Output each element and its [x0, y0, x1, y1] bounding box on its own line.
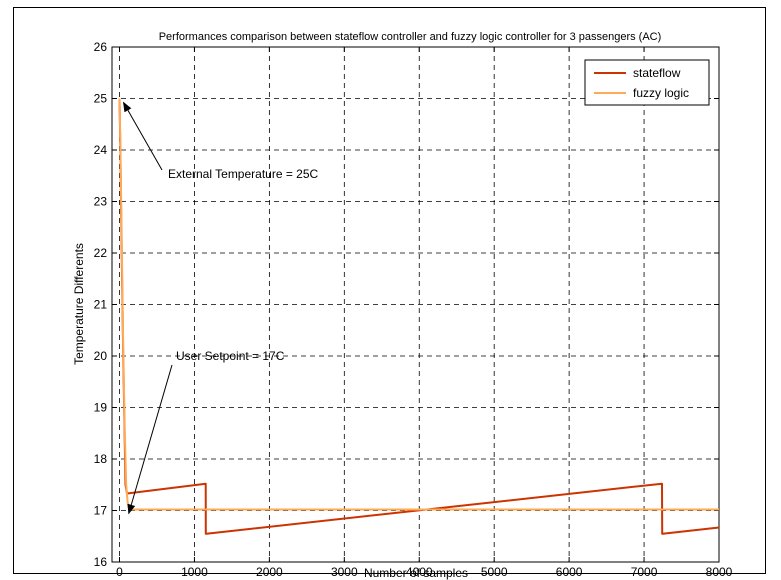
y-tick-label: 18: [94, 452, 108, 466]
axis-ticks: 0 1000 2000 3000 4000 5000 6000 7000 8000 16 17 18 1…: [94, 40, 733, 579]
series-layer: [118, 98, 720, 535]
x-tick-label: 4000: [406, 565, 433, 579]
x-tick-label: 5000: [481, 565, 508, 579]
y-tick-label: 22: [94, 246, 108, 260]
legend-label-stateflow: stateflow: [633, 66, 681, 80]
y-tick-label: 26: [94, 40, 108, 54]
annotation-label: External Temperature = 25C: [168, 167, 319, 181]
annotation-arrow: [127, 364, 173, 515]
y-tick-label: 24: [94, 143, 108, 157]
y-tick-label: 17: [94, 504, 108, 518]
y-tick-label: 25: [94, 92, 108, 106]
annotation-arrow: [122, 101, 163, 171]
x-axis-label: Number of samples: [364, 566, 468, 580]
chart-title: Performances comparison between stateflo…: [159, 31, 662, 43]
x-tick-label: 3000: [331, 565, 358, 579]
x-tick-label: 8000: [706, 565, 733, 579]
y-tick-label: 21: [94, 298, 108, 312]
x-tick-label: 6000: [556, 565, 583, 579]
annotation-label: User Setpoint = 17C: [176, 349, 285, 363]
y-tick-label: 20: [94, 349, 108, 363]
annotations: External Temperature = 25C User Setpoint …: [122, 101, 319, 515]
legend-box: [584, 59, 710, 106]
y-tick-label: 16: [94, 555, 108, 569]
legend: stateflow fuzzy logic: [584, 59, 710, 106]
series-line-stateflow: [118, 98, 720, 535]
y-tick-label: 19: [94, 401, 108, 415]
y-tick-label: 23: [94, 195, 108, 209]
x-tick-label: 1000: [181, 565, 208, 579]
x-tick-label: 0: [116, 565, 123, 579]
x-tick-label: 7000: [631, 565, 658, 579]
y-axis-label: Temperature Differents: [72, 243, 86, 365]
x-tick-label: 2000: [256, 565, 283, 579]
legend-label-fuzzy-logic: fuzzy logic: [633, 86, 689, 100]
